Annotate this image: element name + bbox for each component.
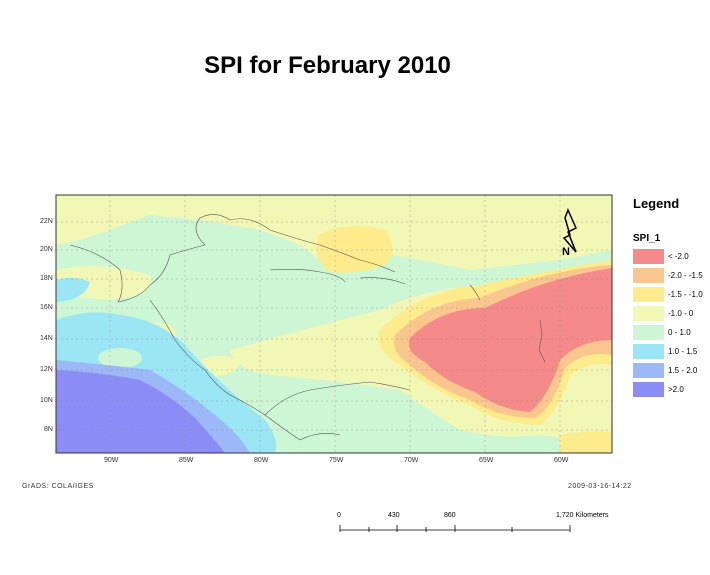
- legend-item: -1.5 - -1.0: [633, 286, 710, 303]
- lon-label: 75W: [329, 457, 344, 464]
- north-arrow-label: N: [562, 246, 570, 258]
- map-title: SPI for February 2010: [204, 52, 451, 79]
- credit-left: GrADS: COLA/IGES: [22, 483, 94, 490]
- legend-label: 0 - 1.0: [668, 328, 691, 337]
- legend-items: < -2.0 -2.0 - -1.5 -1.5 - -1.0 -1.0 - 0 0 - …: [633, 248, 710, 398]
- graticule: [56, 195, 612, 453]
- lat-label: 20N: [40, 246, 53, 253]
- legend-field: SPI_1: [633, 233, 661, 244]
- legend-swatch: [633, 325, 664, 340]
- legend-label: >2.0: [668, 385, 684, 394]
- spi-zone-pocket: [98, 348, 142, 368]
- lon-label: 80W: [254, 457, 269, 464]
- legend-label: 1.0 - 1.5: [668, 347, 698, 356]
- credit-right: 2009-03-16-14:22: [568, 483, 632, 490]
- legend-swatch: [633, 287, 664, 302]
- scale-label: 860: [444, 512, 456, 519]
- lon-label: 85W: [179, 457, 194, 464]
- lat-label: 8N: [44, 426, 53, 433]
- spi-map: 22N 20N 18N 16N 14N 12N 10N 8N 90W 85W 8…: [0, 190, 620, 464]
- scale-line: [339, 525, 571, 532]
- spi-zone-dry-small: [200, 355, 240, 376]
- legend-swatch: [633, 363, 664, 378]
- scale-label: 1,720 Kilometers: [556, 512, 609, 519]
- scale-bar: 0 430 860 1,720 Kilometers: [330, 512, 630, 542]
- legend-swatch: [633, 249, 664, 264]
- spi-map-canvas: [55, 194, 613, 454]
- legend: Legend SPI_1 < -2.0 -2.0 - -1.5 -1.5 - -1.…: [633, 196, 710, 400]
- spi-zone-wet-small: [56, 277, 90, 302]
- lon-label: 60W: [554, 457, 569, 464]
- lat-label: 12N: [40, 366, 53, 373]
- legend-swatch: [633, 344, 664, 359]
- legend-label: -2.0 - -1.5: [668, 271, 703, 280]
- legend-label: -1.0 - 0: [668, 309, 694, 318]
- spi-zone-moderate-south: [560, 431, 612, 453]
- lat-label: 14N: [40, 335, 53, 342]
- legend-item: 1.0 - 1.5: [633, 343, 710, 360]
- lon-label: 70W: [404, 457, 419, 464]
- coastlines: [69, 214, 546, 441]
- legend-label: < -2.0: [668, 252, 689, 261]
- legend-swatch: [633, 306, 664, 321]
- legend-label: 1.5 - 2.0: [668, 366, 698, 375]
- spi-zone-moderate-north: [316, 226, 393, 273]
- lon-label: 65W: [479, 457, 494, 464]
- legend-label: -1.5 - -1.0: [668, 290, 703, 299]
- legend-item: 0 - 1.0: [633, 324, 710, 341]
- spi-zone-extremely-wet: [56, 370, 225, 453]
- scale-label: 430: [388, 512, 400, 519]
- legend-item: 1.5 - 2.0: [633, 362, 710, 379]
- legend-item: < -2.0: [633, 248, 710, 265]
- lat-label: 16N: [40, 304, 53, 311]
- lat-label: 18N: [40, 275, 53, 282]
- lon-label: 90W: [104, 457, 119, 464]
- legend-item: -2.0 - -1.5: [633, 267, 710, 284]
- lat-label: 22N: [40, 218, 53, 225]
- legend-title: Legend: [633, 196, 680, 211]
- scale-label: 0: [337, 512, 341, 519]
- map-frame: [55, 194, 613, 454]
- legend-item: -1.0 - 0: [633, 305, 710, 322]
- legend-swatch: [633, 268, 664, 283]
- legend-swatch: [633, 382, 664, 397]
- spi-zone-extreme: [409, 268, 612, 412]
- north-arrow-icon: [562, 208, 577, 253]
- legend-item: >2.0: [633, 381, 710, 398]
- lat-label: 10N: [40, 397, 53, 404]
